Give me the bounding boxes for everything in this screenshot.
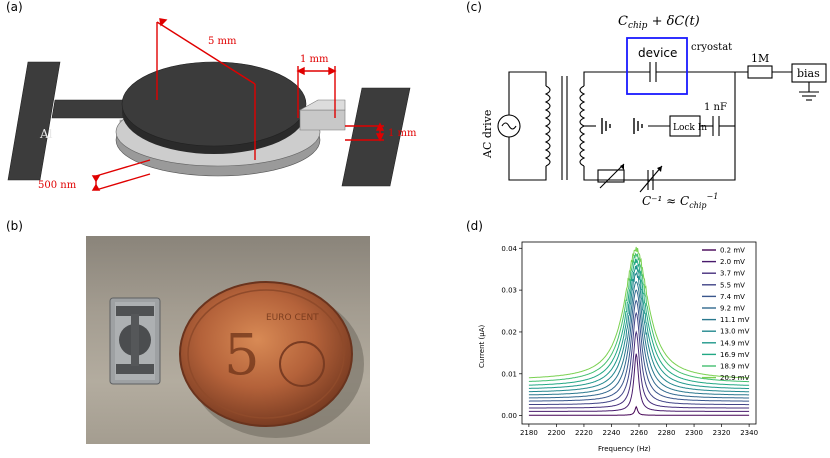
resonance-chart: 2180 2200 2220 2240 2260 2280 2300 2320 2340 0.00… [478,241,758,453]
series-line [528,289,750,399]
legend-label: 20.9 mV [720,374,750,382]
panel-label-c: (c) [466,0,482,14]
y-tick-label: 0.04 [501,245,517,253]
coin-numeral: 5 [224,323,260,388]
x-tick-label: 2260 [630,429,648,437]
x-tick-label: 2220 [575,429,593,437]
legend-label: 3.7 mV [720,270,745,278]
x-axis-label: Frequency (Hz) [598,445,651,453]
coin-text: EURO CENT [266,313,319,323]
panel-label-d: (d) [466,219,483,233]
legend-label: 16.9 mV [720,351,750,359]
ac-drive-label: AC drive [481,110,494,159]
y-axis-label: Current (μA) [478,325,486,368]
chart-legend: 0.2 mV 2.0 mV 3.7 mV 5.5 mV 7.4 mV 9.2 mV 11.1… [702,247,750,382]
y-tick-label: 0.03 [501,287,517,295]
top-disk [121,61,307,147]
bias-label: bias [797,67,820,80]
right-arm-top [298,99,346,111]
x-tick-label: 2200 [547,429,565,437]
legend-label: 9.2 mV [720,305,745,313]
legend-label: 11.1 mV [720,316,750,324]
series-line [528,246,750,379]
circuit-diagram: Cchip + δC(t) device cryostat AC drive L… [481,14,827,210]
dim-500nm: 500 nm [38,180,77,191]
panel-label-b: (b) [6,219,23,233]
device-box [626,37,688,95]
right-connector [299,109,346,131]
device-label: device [638,46,677,60]
approx-label: C⁻¹ ≈ Cchip−1 [642,192,718,210]
left-electrode [7,61,61,181]
legend-label: 14.9 mV [720,339,750,347]
dim-1mm-side: 1 mm [300,54,329,65]
legend-label: 2.0 mV [720,258,745,266]
device-schematic: Al 5 mm 1 mm 1 mm 500 nm [7,18,417,191]
legend-label: 5.5 mV [720,281,745,289]
cryostat-label: cryostat [691,42,732,53]
cap-label: Cchip + δC(t) [618,14,700,31]
series-line [528,330,750,409]
x-tick-label: 2280 [658,429,676,437]
legend-label: 0.2 mV [720,247,745,255]
chart-ticks: 2180 2200 2220 2240 2260 2280 2300 2320 2340 0.00… [501,245,758,437]
series-line [528,265,750,389]
resistor-1m-label: 1M [751,52,769,65]
legend-label: 18.9 mV [720,363,750,371]
x-tick-label: 2240 [603,429,621,437]
dim-5mm: 5 mm [208,36,237,47]
series-line [528,270,750,393]
right-electrode [341,87,411,187]
series-line [528,311,750,406]
series-line [528,353,750,412]
x-tick-label: 2300 [685,429,703,437]
series-line [528,299,750,402]
y-tick-label: 0.02 [501,328,517,336]
dim-1mm-height: 1 mm [388,128,417,139]
photo-chip-coin: 5 EURO CENT [86,236,370,444]
x-tick-label: 2180 [520,429,538,437]
cap-1nf-label: 1 nF [704,102,727,113]
coin [179,281,353,427]
series-line [528,405,750,416]
y-tick-label: 0.00 [501,412,517,420]
panel-label-a: (a) [6,0,23,14]
chart-series [528,246,750,416]
series-line [528,280,750,396]
x-tick-label: 2320 [713,429,731,437]
legend-label: 13.0 mV [720,328,750,336]
x-tick-label: 2340 [740,429,758,437]
y-tick-label: 0.01 [501,370,517,378]
lockin-label: Lock In [673,123,707,133]
series-line [528,252,750,383]
series-line [528,258,750,386]
legend-label: 7.4 mV [720,293,745,301]
al-label: Al [39,127,53,141]
